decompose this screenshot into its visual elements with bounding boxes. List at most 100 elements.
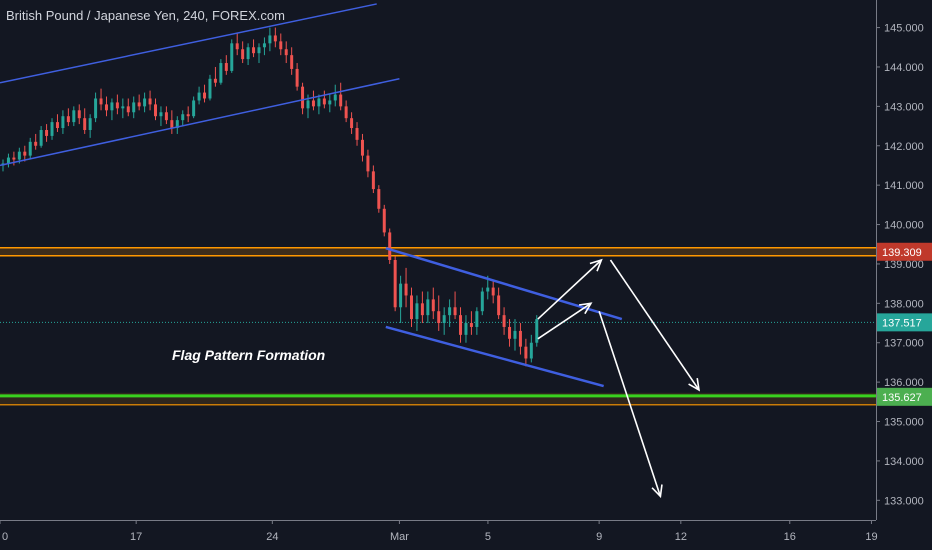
bearish-candle [437,295,441,331]
candle-body [121,106,125,109]
bearish-candle [66,108,70,127]
bearish-candle [360,133,364,162]
chart-title: British Pound / Japanese Yen, 240, FOREX… [6,8,285,23]
bullish-candle [121,98,125,119]
bearish-candle [148,90,152,111]
projection-arrows [537,258,701,499]
candle-body [17,151,21,160]
candle-body [268,35,272,44]
bearish-candle [388,228,392,264]
candle-body [262,43,266,48]
bearish-candle [420,291,424,324]
candle-body [66,116,70,123]
price-tick-label: 139.000 [884,259,924,271]
candle-body [360,139,364,156]
bearish-candle [83,108,87,134]
pattern-annotation: Flag Pattern Formation [172,347,326,363]
candle-body [6,157,10,164]
candle-body [284,49,288,56]
current-price-badge-label: 137.517 [882,317,922,329]
candle-body [137,102,141,107]
candle-body [28,141,32,156]
candle-body [502,315,506,327]
candle-body [355,128,359,140]
candle-body [290,55,294,69]
bullish-candle [415,295,419,331]
bullish-candle [333,84,337,107]
time-tick-label: 19 [865,531,877,543]
bearish-candle [115,94,119,115]
candle-body [159,112,163,117]
candle-body [306,100,310,109]
arrow-shaft [598,310,662,497]
candle-body [437,311,441,324]
bearish-candle [284,41,288,64]
bearish-candle [469,311,473,335]
candle-body [192,100,196,117]
bullish-candle [513,319,517,351]
bullish-candle [464,315,468,343]
candle-body [132,102,136,113]
bullish-candle [399,275,403,324]
bearish-candle [213,66,217,87]
candle-body [420,303,424,316]
candle-body [104,104,108,111]
candle-body [388,232,392,260]
bearish-candle [77,104,81,125]
bullish-candle [6,153,10,168]
flag-lower [385,325,604,388]
price-tick-label: 144.000 [884,62,924,74]
arrow-head [589,258,603,272]
candle-body [170,120,174,129]
bearish-candle [459,307,463,343]
candle-body [453,307,457,316]
bullish-candle [257,43,261,64]
candle-body [154,104,158,117]
price-tick-label: 143.000 [884,101,924,113]
bearish-candle [203,84,207,103]
bearish-candle [186,106,190,123]
flag-upper [385,246,623,321]
bullish-candle [230,39,234,73]
bearish-candle [339,82,343,111]
bullish-candle [61,110,65,134]
price-tick-label: 141.000 [884,180,924,192]
arrow-head [651,484,663,499]
candle-body [34,141,38,146]
candle-body [295,68,299,87]
candle-body [181,114,185,121]
bearish-candle [34,133,38,150]
bullish-candle [219,59,223,85]
bearish-candle [404,267,408,308]
candle-body [164,112,168,121]
bullish-candle [192,96,196,119]
candle-body [252,47,256,54]
bullish-candle [94,92,98,123]
bearish-candle [344,100,348,123]
candle-body [203,92,207,99]
bearish-candle [453,291,457,320]
candle-body [208,78,212,99]
candle-body [224,63,228,71]
price-axis-background [876,0,932,550]
candle-body [377,189,381,209]
horizontal-levels [0,247,876,406]
candle-body [175,120,179,129]
bearish-candle [350,112,354,134]
candle-body [186,114,190,117]
bullish-candle [28,137,32,160]
candle-body [491,287,495,296]
price-tick-label: 134.000 [884,456,924,468]
candle-body [497,295,501,316]
bearish-candle [491,279,495,304]
candle-body [448,307,452,316]
candle-body [333,94,337,101]
bullish-candle [268,27,272,52]
candle-body [77,110,81,119]
bearish-candle [377,185,381,213]
candle-body [464,323,468,335]
time-tick-label: 24 [266,531,278,543]
bearish-candle [224,55,228,75]
upper-rising-channel [0,3,377,84]
